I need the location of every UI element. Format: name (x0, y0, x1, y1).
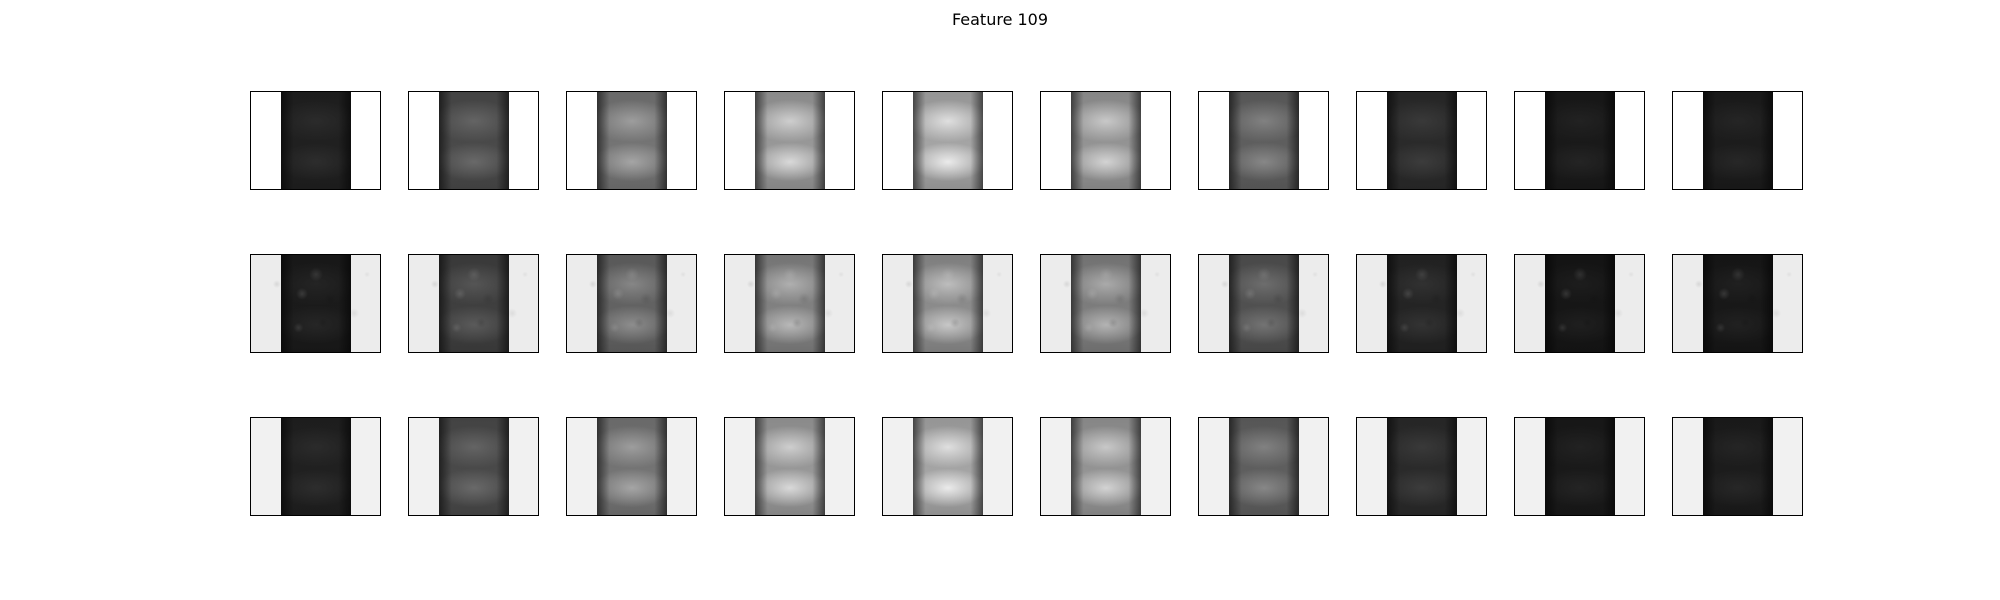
image-panel (1356, 254, 1487, 353)
image-strip (1545, 255, 1615, 352)
image-strip (1071, 418, 1141, 515)
image-panel (566, 254, 697, 353)
image-panel (1672, 417, 1803, 516)
image-strip (1703, 92, 1773, 189)
image-panel (1040, 91, 1171, 190)
image-panel (1198, 254, 1329, 353)
image-panel (724, 91, 855, 190)
image-strip (913, 418, 983, 515)
image-panel (1040, 417, 1171, 516)
image-strip (1071, 92, 1141, 189)
image-panel (882, 417, 1013, 516)
image-panel (1356, 91, 1487, 190)
image-strip (439, 92, 509, 189)
image-panel (566, 417, 697, 516)
image-strip (755, 92, 825, 189)
image-strip (281, 92, 351, 189)
image-panel (882, 254, 1013, 353)
image-panel (408, 254, 539, 353)
image-strip (1229, 255, 1299, 352)
image-strip (1387, 418, 1457, 515)
image-panel (408, 91, 539, 190)
image-strip (281, 255, 351, 352)
image-panel (1672, 91, 1803, 190)
image-strip (1229, 92, 1299, 189)
image-strip (1703, 418, 1773, 515)
image-panel (1198, 417, 1329, 516)
image-strip (1545, 418, 1615, 515)
image-panel (250, 417, 381, 516)
image-strip (1229, 418, 1299, 515)
image-panel (250, 254, 381, 353)
image-panel (1514, 91, 1645, 190)
image-panel (1198, 91, 1329, 190)
figure-title: Feature 109 (951, 10, 1049, 29)
image-strip (913, 255, 983, 352)
image-panel (1356, 417, 1487, 516)
image-strip (439, 418, 509, 515)
image-strip (755, 255, 825, 352)
image-panel (566, 91, 697, 190)
image-panel (1672, 254, 1803, 353)
image-panel (1514, 254, 1645, 353)
image-strip (1387, 92, 1457, 189)
image-strip (597, 92, 667, 189)
image-strip (597, 255, 667, 352)
image-panel (882, 91, 1013, 190)
image-strip (1387, 255, 1457, 352)
image-strip (1703, 255, 1773, 352)
image-strip (755, 418, 825, 515)
image-panel (1514, 417, 1645, 516)
image-panel (1040, 254, 1171, 353)
image-panel (250, 91, 381, 190)
image-panel (724, 254, 855, 353)
image-strip (1545, 92, 1615, 189)
image-panel (724, 417, 855, 516)
image-strip (597, 418, 667, 515)
image-panel (408, 417, 539, 516)
image-strip (913, 92, 983, 189)
image-strip (439, 255, 509, 352)
image-strip (281, 418, 351, 515)
image-strip (1071, 255, 1141, 352)
